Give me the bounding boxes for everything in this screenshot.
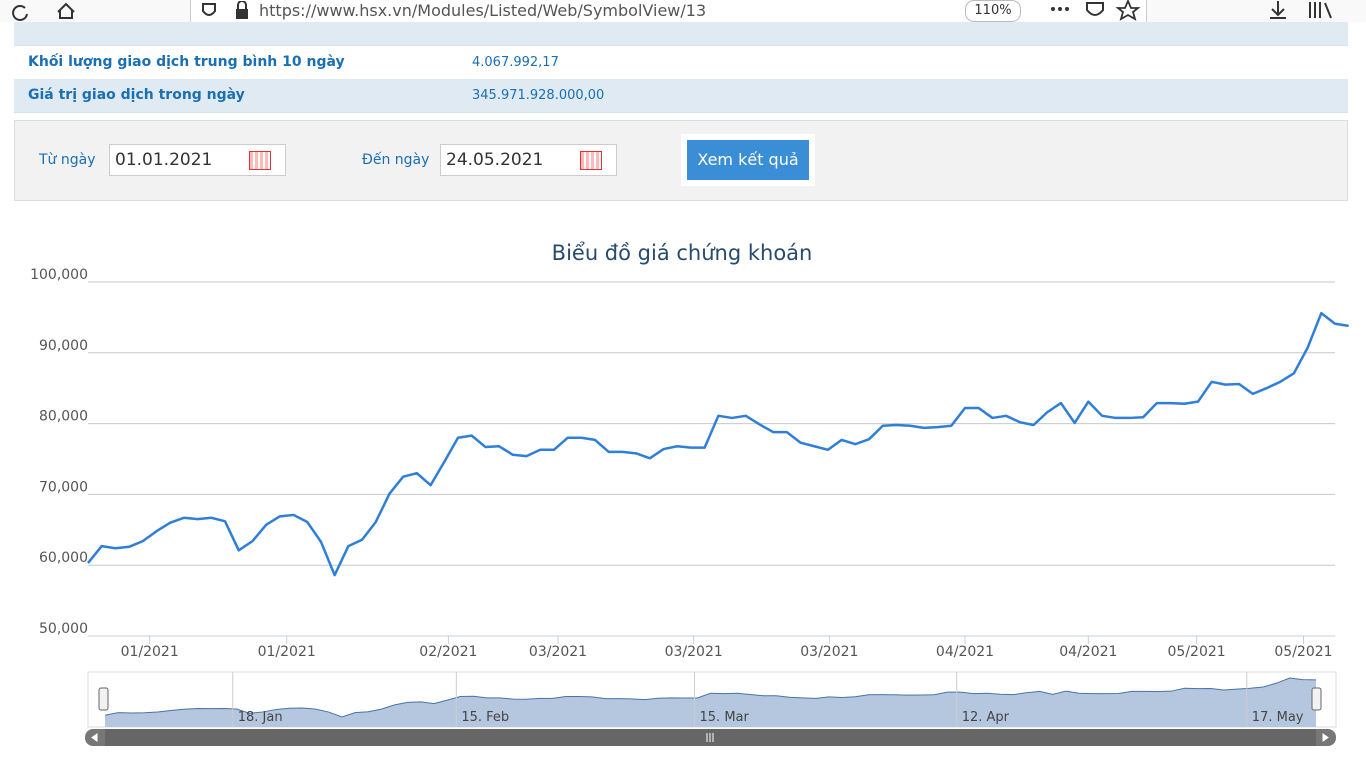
scrollbar-arrows: [91, 733, 1329, 742]
navigator-tick-label: 17. May: [1252, 710, 1304, 725]
chart-title: Biểu đồ giá chứng khoán: [552, 241, 813, 265]
row-value: 4.067.992,17: [472, 55, 559, 70]
browser-toolbar: https://www.hsx.vn/Modules/Listed/Web/Sy…: [0, 0, 1366, 24]
x-tick-label: 05/2021: [1274, 644, 1332, 660]
navigator-bg: [87, 671, 1337, 728]
x-tick-label: 04/2021: [1059, 644, 1117, 660]
navigator-tick-label: 15. Mar: [700, 710, 750, 725]
navigator-area: [105, 678, 1316, 727]
submit-button[interactable]: Xem kết quả: [681, 134, 815, 186]
y-tick-label: 70,000: [39, 479, 88, 495]
row-value: 345.971.928.000,00: [472, 88, 605, 103]
y-tick-label: 80,000: [39, 409, 88, 425]
x-tick-label: 01/2021: [121, 644, 179, 660]
security-icons: [202, 1, 248, 19]
to-label: Đến ngày: [362, 152, 430, 168]
to-input[interactable]: 24.05.2021: [440, 144, 617, 176]
x-tick-label: 03/2021: [665, 644, 723, 660]
x-tick-label: 02/2021: [419, 644, 477, 660]
navigator-tick-label: 12. Apr: [962, 710, 1010, 725]
to-value: 24.05.2021: [446, 150, 544, 170]
navigator-tick-label: 15. Feb: [461, 710, 509, 725]
x-tick-label: 01/2021: [258, 644, 316, 660]
table-row: Khối lượng giao dịch trung bình 10 ngày …: [14, 46, 1348, 80]
navigator-handle: [98, 687, 109, 711]
x-tick-label: 04/2021: [936, 644, 994, 660]
navigator-handle: [1311, 687, 1322, 711]
nav-icons[interactable]: [8, 0, 78, 22]
url-text: https://www.hsx.vn/Modules/Listed/Web/Sy…: [259, 1, 707, 20]
x-tick-label: 03/2021: [800, 644, 858, 660]
from-value: 01.01.2021: [115, 150, 213, 170]
y-tick-label: 50,000: [39, 621, 88, 637]
x-tick-label: 05/2021: [1168, 644, 1226, 660]
y-tick-label: 60,000: [39, 550, 88, 566]
x-tick-label: 03/2021: [529, 644, 587, 660]
zoom-level[interactable]: 110%: [965, 0, 1021, 22]
from-input[interactable]: 01.01.2021: [109, 144, 286, 176]
calendar-icon[interactable]: [249, 151, 271, 170]
table-row: Giá trị giao dịch trong ngày 345.971.928…: [14, 79, 1348, 113]
navigator-tick-label: 18. Jan: [238, 710, 283, 725]
from-label: Từ ngày: [39, 152, 96, 168]
scrollbar-track: [85, 729, 1336, 746]
y-tick-label: 100,000: [30, 267, 88, 283]
scrollbar-thumb: [105, 729, 1316, 746]
row-label: Giá trị giao dịch trong ngày: [28, 87, 245, 103]
calendar-icon[interactable]: [580, 151, 602, 170]
navigator-line: [104, 677, 1317, 718]
price-line: [87, 311, 1349, 577]
y-tick-label: 90,000: [39, 338, 88, 354]
toolbar-icons[interactable]: [1045, 0, 1366, 22]
table-row-partial: [14, 22, 1348, 46]
row-label: Khối lượng giao dịch trung bình 10 ngày: [28, 54, 345, 70]
